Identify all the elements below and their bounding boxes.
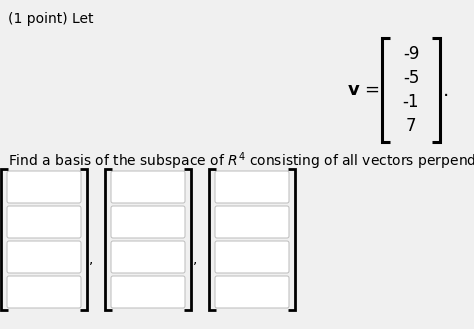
FancyBboxPatch shape — [111, 276, 185, 308]
Text: ,: , — [89, 252, 93, 266]
FancyBboxPatch shape — [215, 171, 289, 203]
FancyBboxPatch shape — [111, 206, 185, 238]
Text: $\mathbf{v}$ =: $\mathbf{v}$ = — [347, 81, 380, 99]
FancyBboxPatch shape — [7, 171, 81, 203]
FancyBboxPatch shape — [7, 241, 81, 273]
FancyBboxPatch shape — [7, 276, 81, 308]
Text: (1 point) Let: (1 point) Let — [8, 12, 93, 26]
Text: Find a basis of the subspace of $R^4$ consisting of all vectors perpendicular to: Find a basis of the subspace of $R^4$ co… — [8, 150, 474, 172]
FancyBboxPatch shape — [7, 206, 81, 238]
FancyBboxPatch shape — [215, 276, 289, 308]
Text: .: . — [443, 81, 449, 99]
Text: -1: -1 — [403, 93, 419, 111]
FancyBboxPatch shape — [215, 206, 289, 238]
Text: -5: -5 — [403, 69, 419, 87]
FancyBboxPatch shape — [111, 241, 185, 273]
FancyBboxPatch shape — [111, 171, 185, 203]
Text: -9: -9 — [403, 45, 419, 63]
FancyBboxPatch shape — [215, 241, 289, 273]
Text: ,: , — [193, 252, 197, 266]
Text: 7: 7 — [406, 117, 416, 135]
